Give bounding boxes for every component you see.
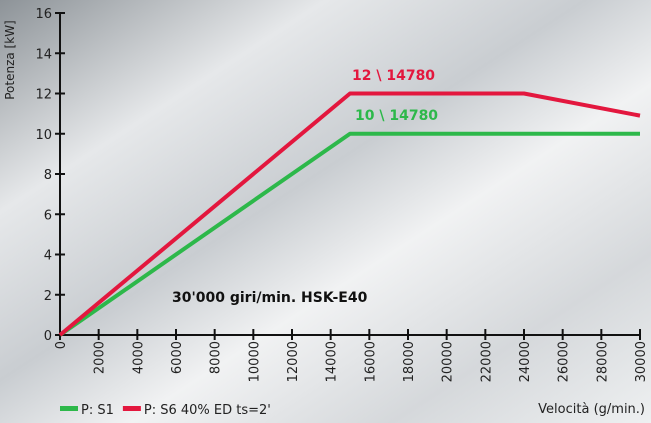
y-tick-label: 10 (35, 128, 52, 143)
x-tick-label: 30000 (634, 341, 649, 382)
x-tick-label: 16000 (363, 341, 378, 382)
x-tick-label: 2000 (93, 341, 108, 374)
x-axis-label: Velocità (g/min.) (538, 402, 645, 417)
series-line (58, 91, 641, 337)
y-tick-label: 12 (35, 88, 52, 103)
x-tick-label: 14000 (325, 341, 340, 382)
x-tick-label: 28000 (595, 341, 610, 382)
legend-swatch (122, 406, 141, 411)
y-tick-label: 4 (44, 249, 52, 264)
x-tick-label: 26000 (557, 341, 572, 382)
series-line (58, 131, 640, 337)
y-tick-label: 14 (35, 47, 52, 62)
x-tick-label: 6000 (170, 341, 185, 374)
y-tick-label: 2 (44, 289, 52, 304)
x-tick-label: 0 (54, 341, 69, 349)
x-tick-label: 18000 (402, 341, 417, 382)
x-tick-label: 22000 (479, 341, 494, 382)
annotation: 10 \ 14780 (355, 108, 438, 124)
x-tick-label: 12000 (286, 341, 301, 382)
x-tick-label: 20000 (441, 341, 456, 382)
legend-swatch (60, 406, 78, 411)
legend-label: P: S1 (81, 403, 114, 418)
legend-label: P: S6 40% ED ts=2' (144, 403, 271, 418)
y-tick-label: 8 (44, 168, 52, 183)
y-tick-label: 0 (44, 329, 52, 344)
x-tick-label: 24000 (518, 341, 533, 382)
x-tick-label: 4000 (131, 341, 146, 374)
x-tick-label: 10000 (247, 341, 262, 382)
x-tick-label: 8000 (209, 341, 224, 374)
annotation: 12 \ 14780 (352, 68, 435, 84)
y-tick-label: 16 (35, 7, 52, 22)
annotation: 30'000 giri/min. HSK-E40 (172, 290, 368, 306)
y-tick-label: 6 (44, 208, 52, 223)
y-axis-label: Potenza [kW] (3, 20, 17, 100)
